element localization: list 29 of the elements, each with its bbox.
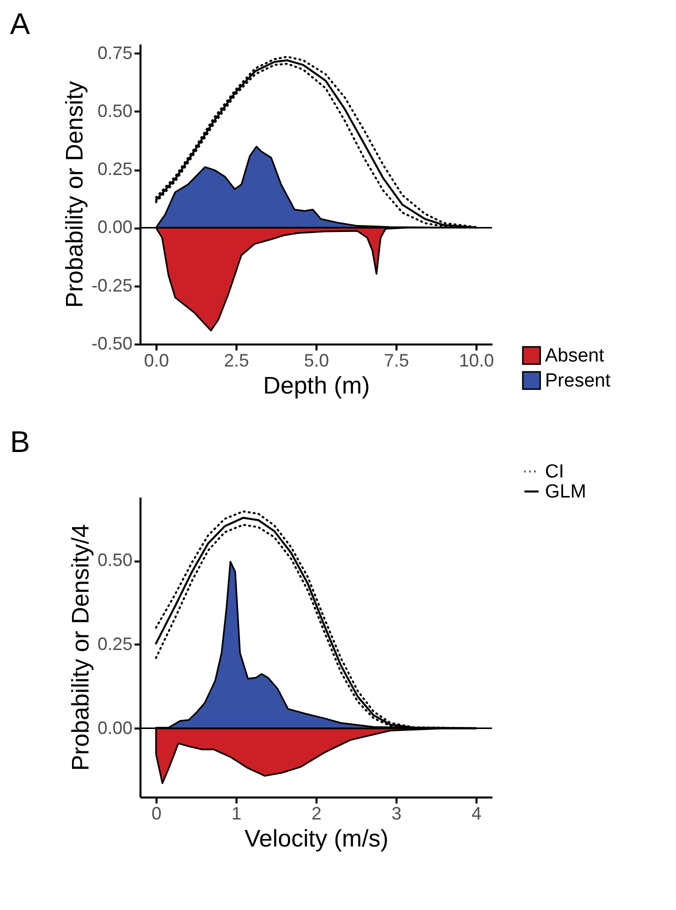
y-axis-title: Probability or Density xyxy=(61,81,88,308)
y-tick-label: -0.50 xyxy=(91,334,132,354)
legend-label: CI xyxy=(545,462,564,482)
x-tick-label: 1 xyxy=(231,804,242,824)
legend-label: GLM xyxy=(545,482,586,502)
x-axis-title: Velocity (m/s) xyxy=(244,826,389,852)
legend-label: Present xyxy=(545,370,612,392)
y-tick-label: 0.75 xyxy=(97,42,132,63)
y-axis-title: Probability or Density/4 xyxy=(67,524,94,771)
x-tick-label: 7.5 xyxy=(384,350,410,370)
chart-title: A xyxy=(10,8,30,41)
x-tick-label: 4 xyxy=(471,804,482,824)
x-tick-label: 5.0 xyxy=(304,350,330,370)
y-tick-label: 0.25 xyxy=(97,634,132,654)
x-tick-label: 0 xyxy=(151,804,162,824)
y-tick-label: 0.50 xyxy=(97,550,132,570)
x-tick-label: 10.0 xyxy=(458,350,494,370)
y-tick-label: -0.25 xyxy=(91,275,132,296)
y-tick-label: 0.00 xyxy=(97,718,132,738)
x-tick-label: 2 xyxy=(311,804,322,824)
y-tick-label: 0.00 xyxy=(97,217,132,238)
x-tick-label: 2.5 xyxy=(224,350,250,370)
x-tick-label: 3 xyxy=(391,804,402,824)
legend-label: Absent xyxy=(545,346,605,366)
y-tick-label: 0.50 xyxy=(97,100,132,121)
y-tick-label: 0.25 xyxy=(97,159,132,180)
x-tick-label: 0.0 xyxy=(144,350,170,370)
x-axis-title: Depth (m) xyxy=(263,372,370,400)
chart-title: B xyxy=(10,426,30,459)
